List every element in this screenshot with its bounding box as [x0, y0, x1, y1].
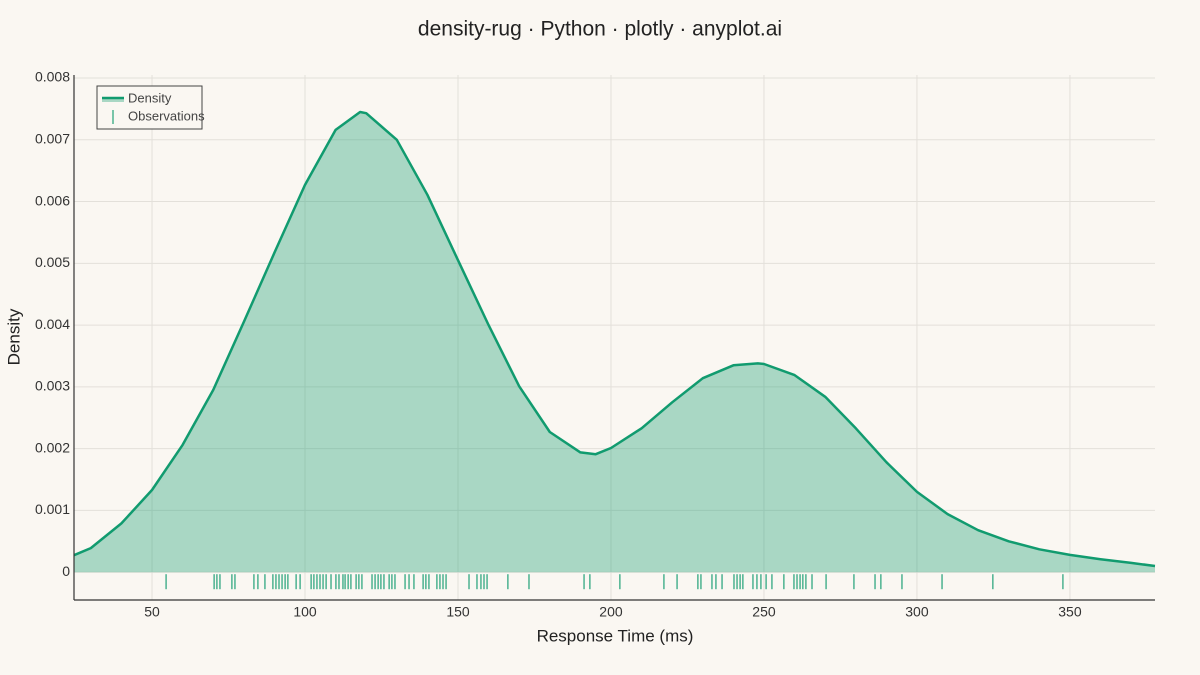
y-tick-label: 0.007 — [35, 130, 70, 146]
y-tick-label: 0.002 — [35, 439, 70, 455]
y-tick-label: 0.005 — [35, 254, 70, 270]
grid — [74, 75, 1155, 600]
x-tick-label: 350 — [1058, 604, 1082, 620]
x-axis-title: Response Time (ms) — [537, 626, 694, 645]
y-tick-label: 0.001 — [35, 501, 70, 517]
legend-swatch — [102, 98, 124, 102]
y-axis-title: Density — [4, 308, 23, 365]
legend: Density Observations — [96, 85, 205, 130]
x-tick-label: 100 — [293, 604, 317, 620]
x-tick-label: 250 — [752, 604, 776, 620]
x-tick-label: 50 — [144, 604, 160, 620]
x-tick-label: 200 — [599, 604, 623, 620]
density-line — [73, 110, 1156, 568]
legend-box — [96, 85, 203, 130]
legend-label: Observations — [128, 108, 205, 123]
x-tick-label: 300 — [905, 604, 929, 620]
plot-area — [73, 110, 1156, 590]
y-tick-label: 0.004 — [35, 316, 70, 332]
y-tick-label: 0.008 — [35, 69, 70, 85]
density-area — [74, 112, 1155, 573]
chart-title: density-rug · Python · plotly · anyplot.… — [418, 18, 782, 41]
x-tick-label: 150 — [446, 604, 470, 620]
y-tick-label: 0 — [62, 563, 70, 579]
y-tick-label: 0.003 — [35, 378, 70, 394]
y-tick-label: 0.006 — [35, 192, 70, 208]
legend-label: Density — [128, 90, 172, 105]
